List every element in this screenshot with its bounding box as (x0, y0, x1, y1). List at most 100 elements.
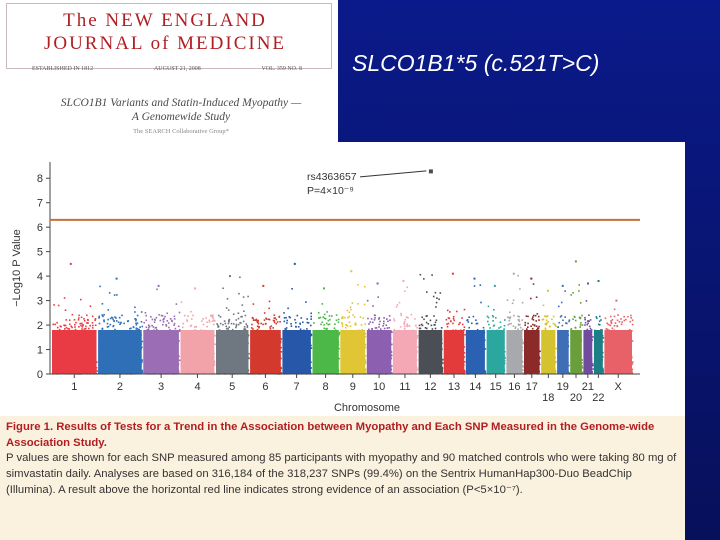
snp-point (353, 316, 356, 318)
snp-point (521, 301, 524, 304)
snp-point (532, 319, 535, 321)
snp-point (81, 328, 83, 330)
snp-point (169, 318, 172, 320)
snp-point (154, 318, 156, 321)
snp-point (270, 325, 273, 327)
snp-point (518, 315, 520, 318)
snp-point (240, 322, 242, 324)
snp-point (423, 318, 425, 321)
snp-point (581, 365, 583, 367)
snp-point (574, 327, 577, 329)
snp-peak-point (350, 270, 353, 273)
snp-point (527, 315, 529, 318)
snp-point (283, 320, 286, 323)
snp-point (136, 322, 139, 324)
snp-point (421, 324, 424, 327)
snp-point (327, 323, 330, 326)
snp-point (389, 319, 391, 321)
snp-point (446, 323, 448, 325)
snp-point (588, 320, 590, 322)
snp-density-band (506, 330, 523, 374)
snp-point (268, 300, 271, 303)
snp-point (349, 306, 352, 309)
snp-point (165, 325, 168, 327)
snp-point (83, 320, 86, 322)
volume-number: VOL. 359 NO. 8 (261, 66, 302, 72)
snp-point (527, 322, 529, 325)
y-tick-label: 6 (37, 222, 43, 234)
snp-point (337, 318, 340, 321)
snp-point (141, 325, 144, 328)
snp-peak-point (587, 282, 589, 285)
y-tick-label: 2 (37, 320, 43, 332)
snp-point (487, 320, 489, 323)
chromosome-label: 2 (117, 381, 123, 393)
snp-point (152, 326, 155, 328)
snp-point (427, 323, 430, 325)
snp-point (547, 321, 549, 323)
snp-point (581, 371, 584, 374)
y-axis-title: −Log10 P Value (11, 229, 23, 307)
snp-point (439, 292, 442, 294)
snp-point (396, 304, 399, 306)
snp-point (445, 318, 448, 321)
snp-point (383, 317, 385, 319)
snp-point (539, 350, 541, 353)
snp-point (598, 320, 601, 322)
snp-point (212, 323, 215, 326)
snp-density-band (366, 330, 392, 374)
snp-point (380, 328, 382, 330)
snp-peak-point (194, 287, 197, 290)
snp-point (54, 323, 56, 326)
snp-point (519, 323, 521, 326)
snp-point (607, 323, 610, 326)
snp-point (305, 301, 307, 303)
snp-point (116, 294, 118, 296)
snp-point (341, 317, 344, 319)
snp-point (123, 322, 125, 325)
snp-point (182, 322, 185, 325)
snp-point (383, 327, 386, 330)
snp-point (572, 292, 574, 294)
snp-point (398, 301, 401, 304)
snp-point (492, 325, 495, 327)
snp-point (419, 327, 422, 330)
article-title: SLCO1B1 Variants and Statin-Induced Myop… (60, 97, 302, 123)
snp-point (555, 360, 557, 363)
snp-point (435, 319, 438, 322)
snp-point (295, 326, 297, 328)
snp-point (291, 288, 293, 290)
snp-point (464, 334, 466, 336)
snp-point (178, 359, 181, 362)
chromosome-label: 5 (229, 381, 235, 393)
snp-point (265, 322, 267, 325)
snp-peak-point (451, 272, 454, 275)
snp-point (492, 316, 495, 318)
snp-point (74, 326, 76, 328)
snp-point (364, 323, 367, 325)
snp-point (57, 304, 60, 307)
chromosome-label: 7 (294, 381, 300, 393)
snp-point (475, 319, 477, 321)
snp-point (588, 314, 590, 316)
snp-point (404, 290, 406, 292)
snp-point (319, 316, 322, 319)
snp-point (416, 337, 418, 339)
snp-point (113, 320, 115, 322)
snp-point (326, 327, 328, 330)
y-tick-label: 8 (37, 173, 43, 185)
snp-point (631, 340, 634, 342)
snp-point (487, 305, 490, 308)
snp-point (150, 316, 152, 318)
snp-point (237, 323, 240, 326)
snp-point (226, 327, 228, 330)
snp-point (263, 312, 266, 314)
snp-point (393, 320, 396, 322)
snp-point (214, 343, 216, 345)
snp-point (613, 308, 616, 311)
snp-point (602, 341, 604, 343)
snp-point (424, 327, 427, 329)
snp-point (70, 325, 72, 328)
snp-point (416, 351, 418, 353)
snp-point (156, 288, 158, 291)
